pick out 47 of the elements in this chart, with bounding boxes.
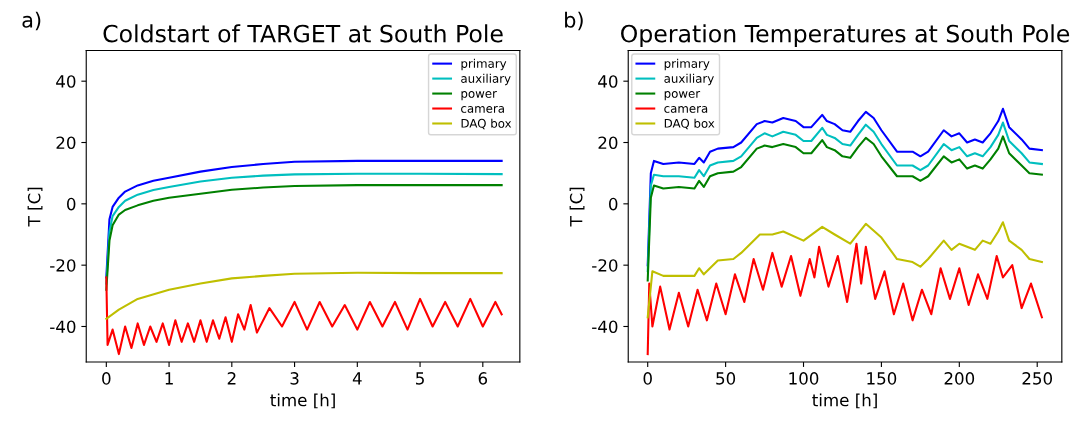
line-series <box>105 271 503 320</box>
chart-title: Coldstart of TARGET at South Pole <box>103 24 503 43</box>
x-tick-label: 1 <box>165 372 173 385</box>
legend-label: primary <box>664 58 710 71</box>
x-tick-label: 6 <box>478 372 488 385</box>
y-tick-label: 40 <box>56 75 76 88</box>
x-axis-title: time [h] <box>812 393 877 409</box>
x-tick-label: 100 <box>789 372 819 385</box>
x-tick-label: 200 <box>944 372 975 385</box>
line-series <box>105 276 503 356</box>
y-tick-label: 40 <box>598 75 618 88</box>
chart-title: Operation Temperatures at South Pole <box>621 24 1070 48</box>
x-tick-label: 4 <box>352 372 362 385</box>
x-tick-label: 0 <box>102 372 111 385</box>
legend-label: power <box>461 91 497 101</box>
y-tick-label: 20 <box>598 136 618 150</box>
y-axis-title: T [C] <box>569 187 585 227</box>
legend-label: DAQ box <box>664 118 715 130</box>
line-series <box>105 184 503 291</box>
legend-label: auxiliary <box>664 73 714 86</box>
x-tick-label: 0 <box>643 372 652 385</box>
x-tick-label: 150 <box>867 372 897 385</box>
y-tick-label: -40 <box>50 320 76 334</box>
y-tick-label: 20 <box>56 136 76 150</box>
y-tick-label: -20 <box>592 259 618 272</box>
legend-label: camera <box>461 106 504 113</box>
x-tick-label: 50 <box>716 372 736 385</box>
legend-label: DAQ box <box>461 118 512 130</box>
x-axis-title: time [h] <box>270 393 335 409</box>
y-tick-label: 0 <box>609 197 618 211</box>
line-series <box>646 242 1043 356</box>
text: b) <box>565 11 583 31</box>
y-axis-title: T [C] <box>27 187 43 227</box>
y-tick-label: 0 <box>67 197 76 211</box>
line-series <box>646 221 1043 319</box>
x-tick-label: 5 <box>416 372 424 385</box>
legend-label: power <box>664 91 701 101</box>
y-tick-label: -20 <box>50 259 76 272</box>
legend-label: primary <box>461 58 507 71</box>
x-tick-label: 250 <box>1022 372 1053 385</box>
x-tick-label: 2 <box>227 372 236 385</box>
text: a) <box>22 11 41 31</box>
legend-label: auxiliary <box>461 73 511 86</box>
legend-label: camera <box>664 106 708 113</box>
y-tick-label: -40 <box>592 320 618 334</box>
x-tick-label: 3 <box>290 372 299 385</box>
line-series <box>105 159 503 279</box>
